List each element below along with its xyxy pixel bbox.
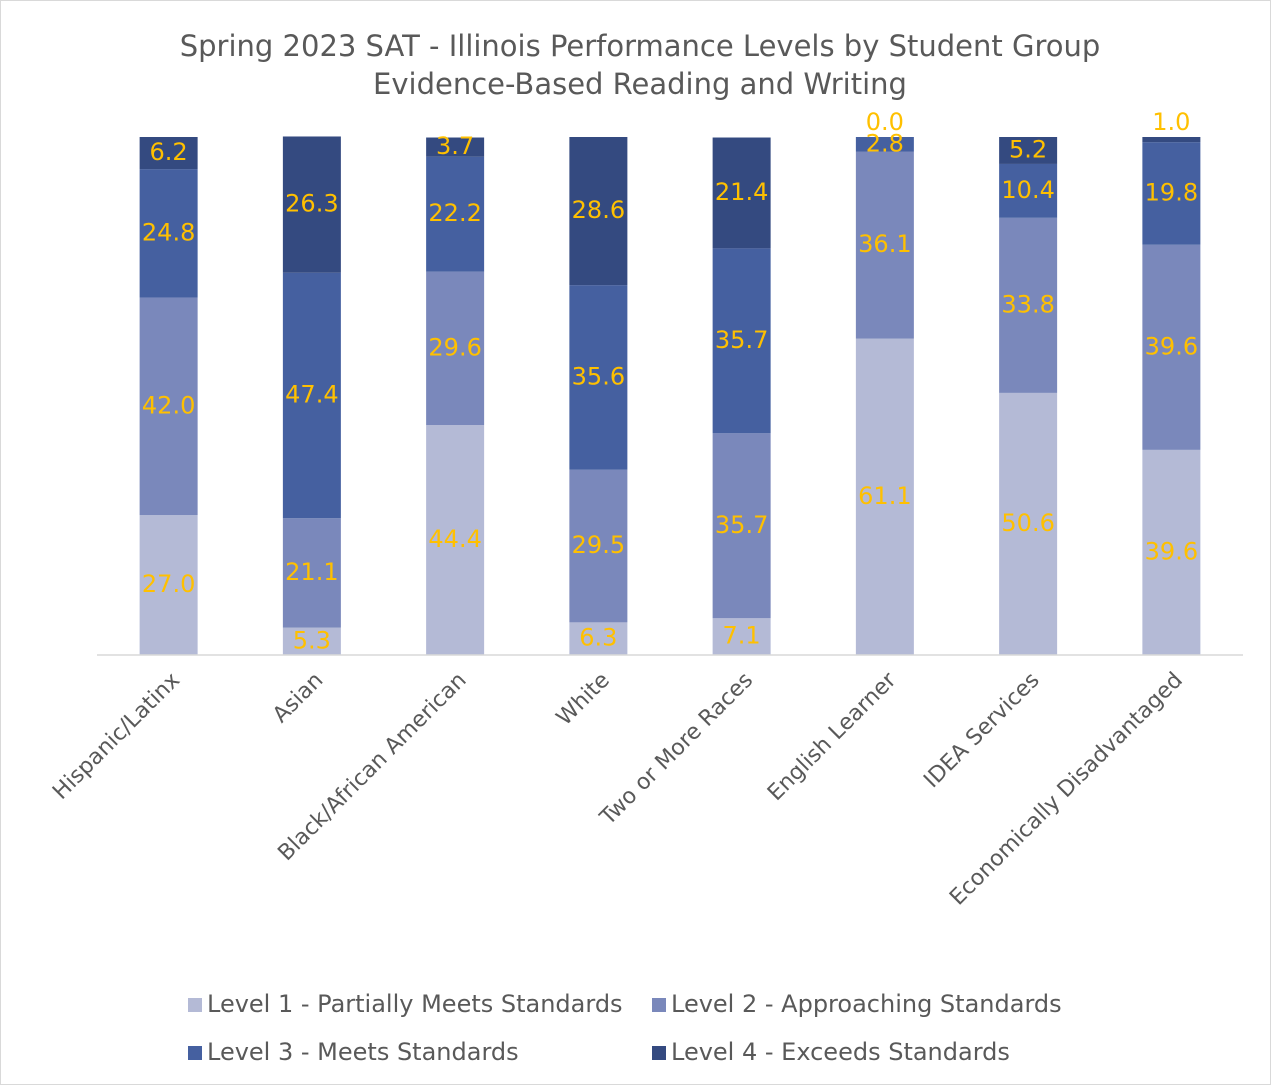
data-label: 10.4 (1001, 176, 1054, 204)
chart-title: Spring 2023 SAT - Illinois Performance L… (180, 29, 1101, 63)
bar-segment (999, 163, 1058, 218)
bar-segment (1142, 449, 1201, 655)
bar-segment (426, 156, 485, 272)
data-label: 28.6 (572, 196, 625, 224)
legend-label: Level 3 - Meets Standards (207, 1038, 519, 1066)
legend-swatch (652, 1046, 666, 1060)
data-label: 24.8 (142, 218, 195, 246)
bar-segment (569, 622, 628, 655)
data-label: 5.3 (293, 626, 331, 654)
bar-segment (282, 136, 341, 273)
data-label: 35.7 (715, 511, 768, 539)
data-label: 39.6 (1145, 537, 1198, 565)
data-label: 2.8 (866, 129, 904, 157)
legend-label: Level 4 - Exceeds Standards (671, 1038, 1010, 1066)
data-label: 29.6 (428, 333, 481, 361)
bar-segment (1142, 137, 1201, 143)
data-label: 19.8 (1145, 178, 1198, 206)
data-label: 5.2 (1009, 135, 1047, 163)
bar-segment (999, 392, 1058, 655)
bar-segment (139, 297, 198, 516)
bar-segment (712, 248, 771, 434)
bar-segment (569, 137, 628, 286)
data-label: 35.6 (572, 362, 625, 390)
bar-segment (712, 433, 771, 619)
bar-segment (282, 272, 341, 519)
data-label: 27.0 (142, 570, 195, 598)
data-label: 50.6 (1001, 509, 1054, 537)
data-label: 29.5 (572, 531, 625, 559)
bar-segment (282, 627, 341, 655)
bar-segment (139, 137, 198, 170)
data-label: 0.0 (866, 108, 904, 136)
data-label: 6.2 (150, 138, 188, 166)
data-label: 61.1 (858, 482, 911, 510)
bar-segment (426, 425, 485, 655)
bar-segment (855, 338, 914, 655)
bar-segment (999, 137, 1058, 164)
data-label: 7.1 (723, 622, 761, 650)
data-label: 22.2 (428, 199, 481, 227)
bar-segment (569, 285, 628, 470)
data-label: 21.1 (285, 558, 338, 586)
data-label: 39.6 (1145, 332, 1198, 360)
bar-segment (139, 169, 198, 298)
data-label: 47.4 (285, 380, 338, 408)
bar-segment (712, 137, 771, 249)
legend-swatch (188, 998, 202, 1012)
data-label: 36.1 (858, 230, 911, 258)
legend-label: Level 1 - Partially Meets Standards (207, 990, 623, 1018)
data-label: 3.7 (436, 132, 474, 160)
bar-segment (855, 137, 914, 152)
data-label: 33.8 (1001, 290, 1054, 318)
bar-segment (569, 469, 628, 623)
bar-segment (426, 137, 485, 157)
bar-segment (855, 151, 914, 339)
data-label: 21.4 (715, 178, 768, 206)
bar-segment (712, 618, 771, 655)
bar-segment (1142, 244, 1201, 450)
data-label: 26.3 (285, 190, 338, 218)
data-label: 6.3 (579, 624, 617, 652)
legend-swatch (652, 998, 666, 1012)
bar-segment (999, 217, 1058, 393)
bar-segment (282, 518, 341, 628)
data-label: 42.0 (142, 391, 195, 419)
data-label: 35.7 (715, 326, 768, 354)
bar-segment (139, 515, 198, 655)
chart-subtitle: Evidence-Based Reading and Writing (373, 67, 907, 101)
legend-label: Level 2 - Approaching Standards (671, 990, 1062, 1018)
data-label: 1.0 (1152, 108, 1190, 136)
bar-segment (1142, 142, 1201, 245)
legend-swatch (188, 1046, 202, 1060)
bar-segment (426, 271, 485, 426)
data-label: 44.4 (428, 525, 481, 553)
